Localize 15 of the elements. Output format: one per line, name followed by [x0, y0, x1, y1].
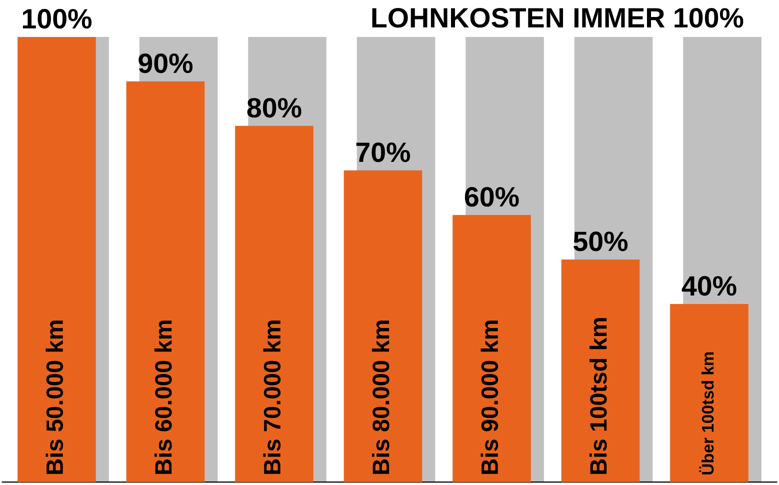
x-tick-label: Bis 60.000 km: [154, 320, 172, 474]
x-tick-label: Bis 50.000 km: [46, 320, 64, 474]
data-label: 80%: [247, 98, 302, 118]
data-label: 90%: [138, 53, 193, 74]
x-tick-label: Über 100tsd km: [699, 352, 714, 474]
data-label: 60%: [464, 187, 519, 207]
x-tick-label: Bis 90.000 km: [480, 320, 498, 474]
data-label: 50%: [574, 232, 628, 252]
data-label: 70%: [356, 142, 410, 162]
x-tick-label: Bis 80.000 km: [372, 320, 390, 474]
data-label: 100%: [22, 8, 92, 29]
chart-title: LOHNKOSTEN IMMER 100%: [372, 8, 744, 28]
x-tick-label: Bis 70.000 km: [263, 320, 281, 474]
x-tick-label: Bis 100tsd km: [589, 318, 607, 474]
data-label: 40%: [682, 276, 736, 296]
